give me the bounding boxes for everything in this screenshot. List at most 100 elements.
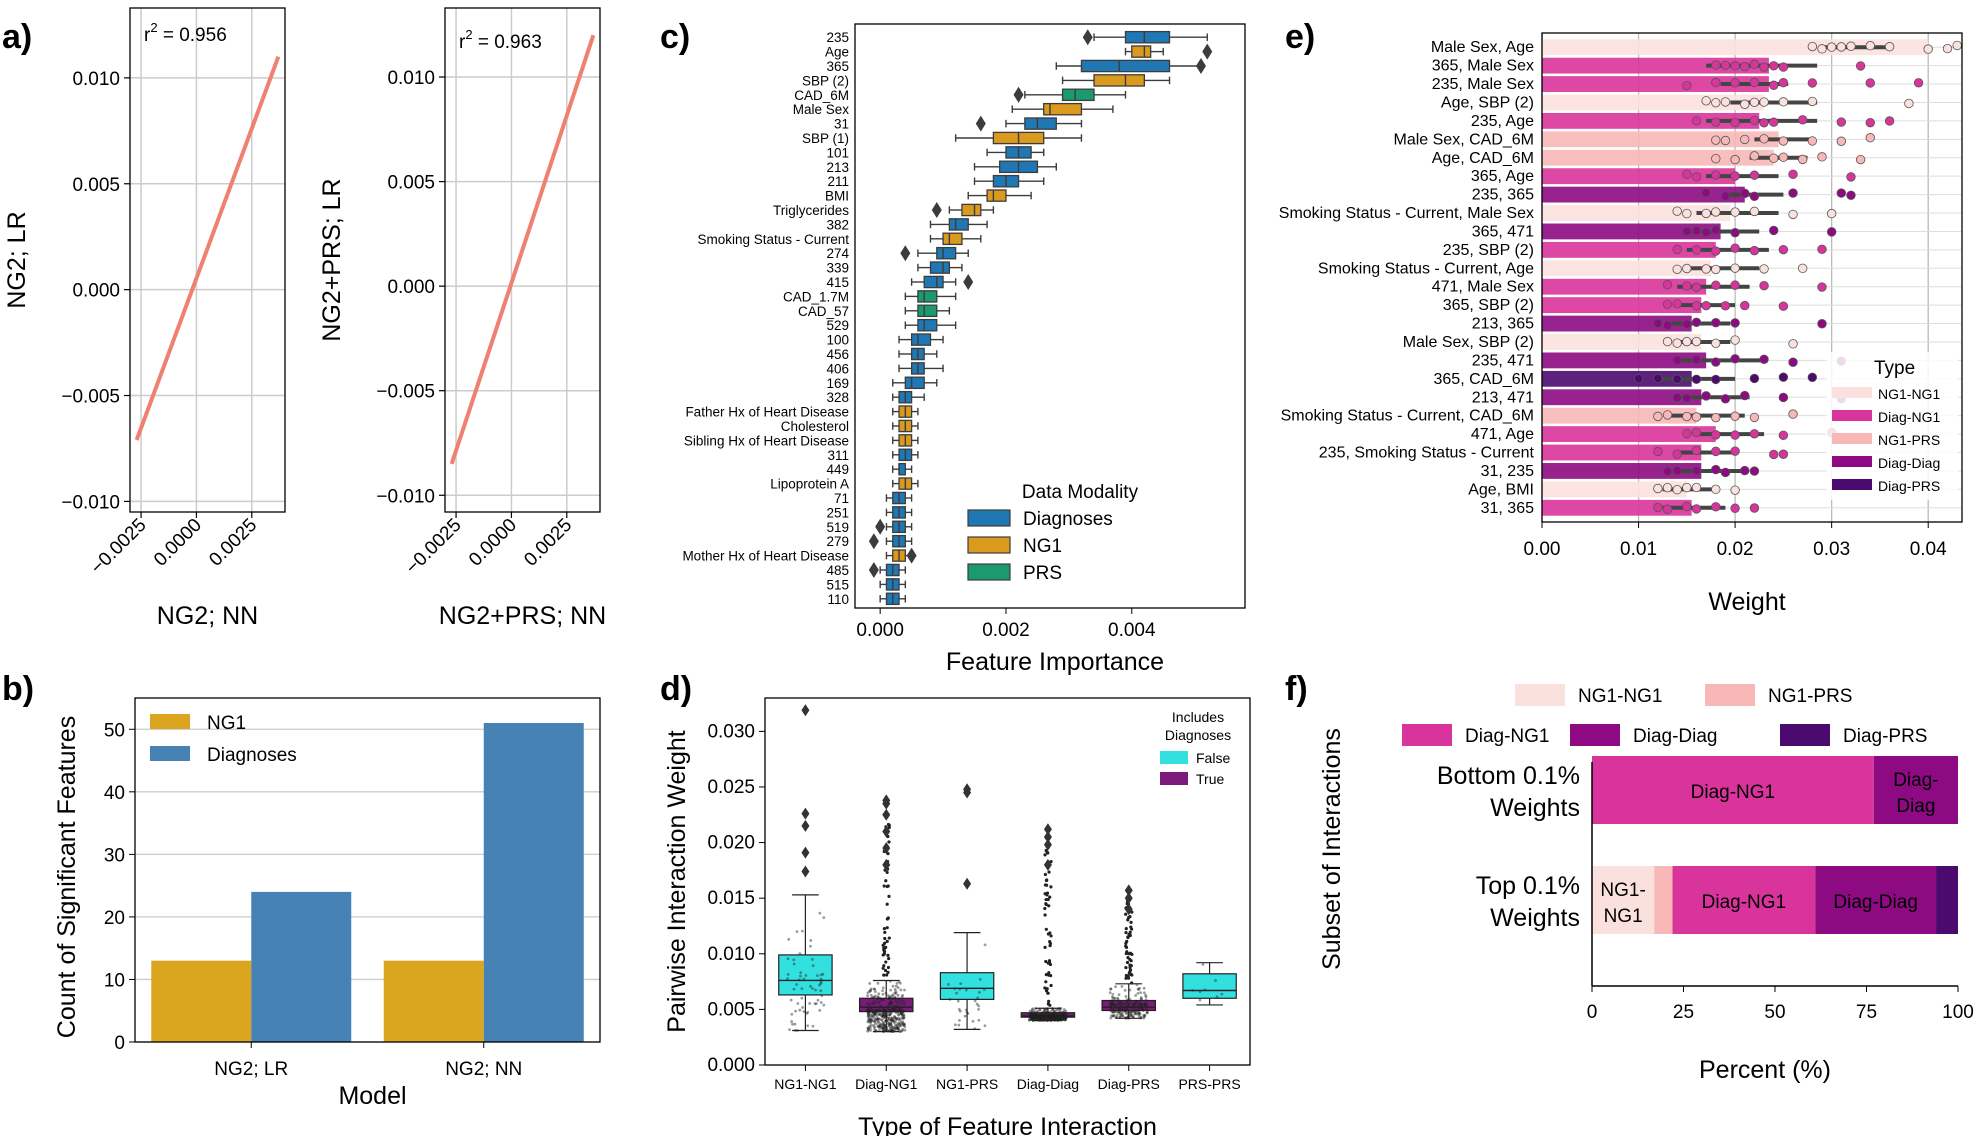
y-tick-label: 0 <box>114 1033 125 1054</box>
strip-point <box>886 1006 890 1010</box>
x-tick-label: 0.0000 <box>150 515 206 571</box>
strip-point <box>881 1013 885 1016</box>
strip-point <box>1049 1019 1053 1022</box>
strip-point <box>873 1012 877 1016</box>
strip-point <box>876 995 880 999</box>
bar-ng1 <box>151 960 252 1042</box>
feature-label: CAD_1.7M <box>783 289 849 304</box>
row-label: 213, 365 <box>1472 316 1534 333</box>
x-tick-label: 0.00 <box>1524 539 1561 560</box>
strip-point <box>1759 354 1769 364</box>
strip-point <box>805 1011 809 1015</box>
feature-label: 415 <box>826 275 849 290</box>
strip-point <box>894 992 898 995</box>
strip-point <box>873 1012 877 1016</box>
strip-point <box>1137 1015 1141 1018</box>
strip-point <box>1855 154 1866 165</box>
strip-point <box>1049 1017 1053 1021</box>
segment-label: Diag- <box>1893 770 1938 791</box>
outlier-point <box>881 966 885 970</box>
strip-point <box>1730 280 1740 290</box>
strip-point <box>1778 97 1789 107</box>
outlier-point <box>885 884 889 889</box>
strip-point <box>882 1010 886 1014</box>
y-tick-label: −0.005 <box>61 387 120 408</box>
strip-point <box>872 1011 875 1015</box>
strip-point <box>1145 1003 1149 1007</box>
strip-point <box>1143 1003 1147 1006</box>
strip-point <box>881 1022 885 1025</box>
strip-point <box>1116 1000 1120 1004</box>
strip-point <box>1028 1009 1032 1013</box>
row-label: 471, Age <box>1471 426 1534 443</box>
strip-point <box>1140 1002 1144 1006</box>
strip-point <box>1201 963 1205 966</box>
strip-point <box>869 1019 873 1022</box>
strip-point <box>1049 1018 1053 1022</box>
strip-point <box>1034 1013 1038 1017</box>
outlier-point <box>1045 878 1049 882</box>
legend-swatch <box>1832 479 1872 490</box>
strip-point <box>1138 1012 1142 1016</box>
strip-point <box>1029 1016 1033 1019</box>
outlier-point <box>1129 920 1133 924</box>
strip-point <box>1031 1013 1035 1017</box>
strip-point <box>1672 392 1682 403</box>
panel-letter-d: d) <box>660 670 692 708</box>
strip-point <box>1701 391 1711 401</box>
strip-point <box>1062 1015 1066 1018</box>
outlier <box>882 794 891 807</box>
strip-point <box>867 1007 871 1011</box>
strip-point <box>902 1009 906 1013</box>
strip-point <box>871 1011 875 1015</box>
strip-point <box>868 1003 872 1007</box>
strip-point <box>1061 1013 1065 1017</box>
strip-point <box>1048 1015 1052 1018</box>
strip-point <box>1063 1013 1067 1017</box>
strip-point <box>983 943 987 947</box>
outlier-point <box>1128 970 1132 974</box>
strip-point <box>1031 1019 1035 1022</box>
strip-point <box>1749 245 1760 256</box>
strip-point <box>1043 1014 1047 1017</box>
strip-point <box>1807 136 1818 146</box>
strip-point <box>1038 1008 1042 1012</box>
strip-point <box>1720 301 1731 311</box>
strip-point <box>787 937 791 941</box>
strip-point <box>1031 1016 1035 1020</box>
strip-point <box>889 1029 893 1033</box>
strip-point <box>877 1009 881 1013</box>
strip-point <box>874 1022 877 1026</box>
strip-point <box>1043 1018 1047 1022</box>
strip-point <box>1826 227 1837 237</box>
strip-point <box>1125 1007 1129 1011</box>
strip-point <box>1778 152 1789 162</box>
bar-diag-diag <box>1542 389 1702 406</box>
legend-swatch <box>150 714 190 729</box>
strip-point <box>1051 1007 1054 1011</box>
x-tick-label: 0 <box>1587 1002 1598 1023</box>
strip-point <box>1711 170 1721 180</box>
strip-point <box>1836 188 1847 198</box>
strip-point <box>1111 1003 1114 1007</box>
outlier-point <box>1125 960 1130 965</box>
strip-point <box>1691 504 1702 514</box>
r2-annotation: r2 = 0.956 <box>144 20 227 46</box>
strip-point <box>953 987 957 991</box>
strip-point <box>1031 1017 1034 1021</box>
strip-point <box>883 1029 887 1033</box>
strip-point <box>1135 1012 1138 1016</box>
strip-point <box>1125 1006 1129 1010</box>
strip-point <box>1137 1010 1141 1014</box>
strip-point <box>1112 998 1116 1002</box>
strip-point <box>1110 1001 1114 1005</box>
strip-point <box>1047 1015 1050 1019</box>
strip-point <box>874 1017 878 1021</box>
strip-point <box>891 1030 895 1033</box>
strip-point <box>882 1026 886 1030</box>
x-tick-label: 0.0025 <box>520 515 576 571</box>
strip-point <box>1682 336 1692 347</box>
strip-point <box>1711 412 1721 423</box>
strip-point <box>1749 412 1760 423</box>
